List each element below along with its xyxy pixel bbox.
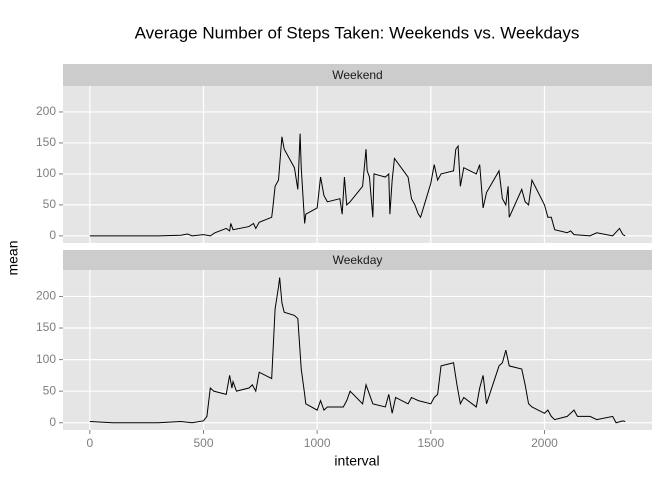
panel-background bbox=[63, 86, 652, 243]
y-tick-label: 50 bbox=[43, 383, 57, 397]
strip-label: Weekday bbox=[333, 253, 383, 267]
y-tick-label: 0 bbox=[49, 228, 56, 242]
x-tick-label: 1500 bbox=[417, 436, 444, 450]
chart-title: Average Number of Steps Taken: Weekends … bbox=[135, 23, 580, 42]
y-tick-label: 100 bbox=[36, 352, 56, 366]
strip bbox=[63, 64, 652, 86]
y-tick-label: 150 bbox=[36, 135, 56, 149]
strip-label: Weekend bbox=[332, 68, 382, 82]
strip bbox=[63, 250, 652, 270]
line bbox=[89, 133, 626, 237]
x-tick-label: 2000 bbox=[531, 436, 558, 450]
y-tick-label: 200 bbox=[36, 289, 56, 303]
y-tick-label: 50 bbox=[43, 197, 57, 211]
y-tick-label: 100 bbox=[36, 166, 56, 180]
y-tick-label: 150 bbox=[36, 320, 56, 334]
x-tick-label: 500 bbox=[193, 436, 213, 450]
y-tick-label: 0 bbox=[49, 415, 56, 429]
x-tick-label: 0 bbox=[86, 436, 93, 450]
x-axis-label: interval bbox=[334, 453, 379, 469]
panel-background bbox=[63, 270, 652, 430]
y-axis-label: mean bbox=[5, 240, 21, 275]
y-tick-label: 200 bbox=[36, 104, 56, 118]
x-tick-label: 1000 bbox=[304, 436, 331, 450]
line bbox=[89, 277, 626, 424]
